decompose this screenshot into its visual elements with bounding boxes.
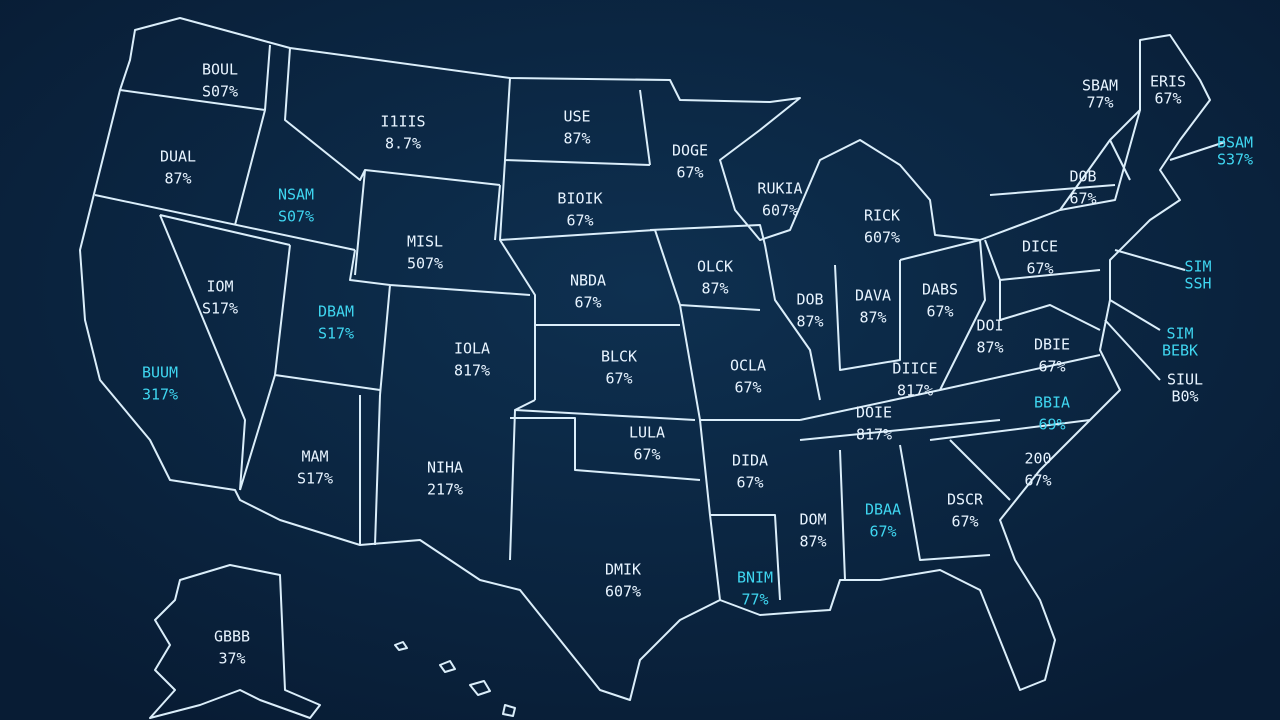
state-name: BLCK xyxy=(601,348,637,366)
state-value: 607% xyxy=(864,229,900,247)
state-name: DMIK xyxy=(605,561,641,579)
state-name: IOM xyxy=(206,278,233,296)
state-name: MAM xyxy=(301,448,328,466)
state-value: S07% xyxy=(202,83,238,101)
state-value: SSH xyxy=(1184,275,1211,293)
state-name: DOIE xyxy=(856,404,892,422)
state-value: 87% xyxy=(859,309,886,327)
state-value: 87% xyxy=(796,313,823,331)
state-name: BSAM xyxy=(1217,134,1253,152)
state-value: 317% xyxy=(142,386,178,404)
state-value: 77% xyxy=(1086,94,1113,112)
state-name: DIDA xyxy=(732,452,768,470)
state-value: 217% xyxy=(427,481,463,499)
state-name: BUUM xyxy=(142,364,178,382)
state-value: 87% xyxy=(701,280,728,298)
state-value: 67% xyxy=(633,446,660,464)
state-value: 67% xyxy=(1026,260,1053,278)
state-value: 8.7% xyxy=(385,135,421,153)
state-name: BNIM xyxy=(737,569,773,587)
state-value: 37% xyxy=(218,650,245,668)
hawaii-islands xyxy=(394,641,516,717)
state-value: S17% xyxy=(297,470,333,488)
state-name: DAVA xyxy=(855,287,891,305)
state-value: 87% xyxy=(164,170,191,188)
state-name: DOGE xyxy=(672,142,708,160)
state-value: 67% xyxy=(734,379,761,397)
callout-lines xyxy=(1104,141,1226,381)
state-value: 87% xyxy=(563,130,590,148)
state-value: 607% xyxy=(605,583,641,601)
state-value: 67% xyxy=(1069,190,1096,208)
state-value: S37% xyxy=(1217,151,1253,169)
state-value: 77% xyxy=(741,591,768,609)
state-name: RUKIA xyxy=(757,180,802,198)
state-name: MISL xyxy=(407,233,443,251)
state-name: RICK xyxy=(864,207,900,225)
state-name: SIM xyxy=(1184,258,1211,276)
state-value: 817% xyxy=(897,382,933,400)
state-name: BBIA xyxy=(1034,394,1070,412)
state-name: DBIE xyxy=(1034,336,1070,354)
state-value: S07% xyxy=(278,208,314,226)
state-name: DBAM xyxy=(318,303,354,321)
state-value: S17% xyxy=(202,300,238,318)
state-name: GBBB xyxy=(214,628,250,646)
state-name: NBDA xyxy=(570,272,606,290)
state-name: NIHA xyxy=(427,459,463,477)
state-name: DICE xyxy=(1022,238,1058,256)
state-value: 607% xyxy=(762,202,798,220)
state-value: BEBK xyxy=(1162,342,1198,360)
state-name: DIICE xyxy=(892,360,937,378)
state-value: S17% xyxy=(318,325,354,343)
state-name: LULA xyxy=(629,424,665,442)
state-value: 67% xyxy=(926,303,953,321)
state-name: DOB xyxy=(796,291,823,309)
state-name: OCLA xyxy=(730,357,766,375)
labels: BOUL S07% DUAL 87% NSAM S07% I1IIS 8.7% USE 87% DO… xyxy=(142,61,1253,668)
state-name: 200 xyxy=(1024,450,1051,468)
state-value: 817% xyxy=(454,362,490,380)
state-name: DOM xyxy=(799,511,826,529)
state-name: ERIS xyxy=(1150,73,1186,91)
state-borders xyxy=(94,44,1141,601)
state-value: 67% xyxy=(869,523,896,541)
state-name: DBAA xyxy=(865,501,901,519)
state-name: USE xyxy=(563,108,590,126)
state-value: B0% xyxy=(1171,388,1198,406)
state-name: I1IIS xyxy=(380,113,425,131)
state-value: 507% xyxy=(407,255,443,273)
state-value: 67% xyxy=(1024,472,1051,490)
state-name: SBAM xyxy=(1082,77,1118,95)
state-value: 87% xyxy=(799,533,826,551)
state-name: DOB xyxy=(1069,168,1096,186)
state-value: 67% xyxy=(951,513,978,531)
alaska-outline xyxy=(149,564,321,719)
state-name: NSAM xyxy=(278,186,314,204)
state-name: IOLA xyxy=(454,340,490,358)
state-value: 67% xyxy=(676,164,703,182)
state-value: 67% xyxy=(736,474,763,492)
state-value: 87% xyxy=(976,339,1003,357)
state-value: 67% xyxy=(574,294,601,312)
state-name: BIOIK xyxy=(557,190,602,208)
state-value: 69% xyxy=(1038,416,1065,434)
state-value: 67% xyxy=(566,212,593,230)
state-name: DOI xyxy=(976,317,1003,335)
state-name: OLCK xyxy=(697,258,733,276)
state-value: 67% xyxy=(605,370,632,388)
state-name: DABS xyxy=(922,281,958,299)
state-name: SIUL xyxy=(1167,371,1203,389)
state-value: 67% xyxy=(1154,90,1181,108)
state-value: 817% xyxy=(856,426,892,444)
state-name: SIM xyxy=(1166,325,1193,343)
state-name: DSCR xyxy=(947,491,984,509)
state-name: BOUL xyxy=(202,61,238,79)
state-value: 67% xyxy=(1038,358,1065,376)
state-name: DUAL xyxy=(160,148,196,166)
